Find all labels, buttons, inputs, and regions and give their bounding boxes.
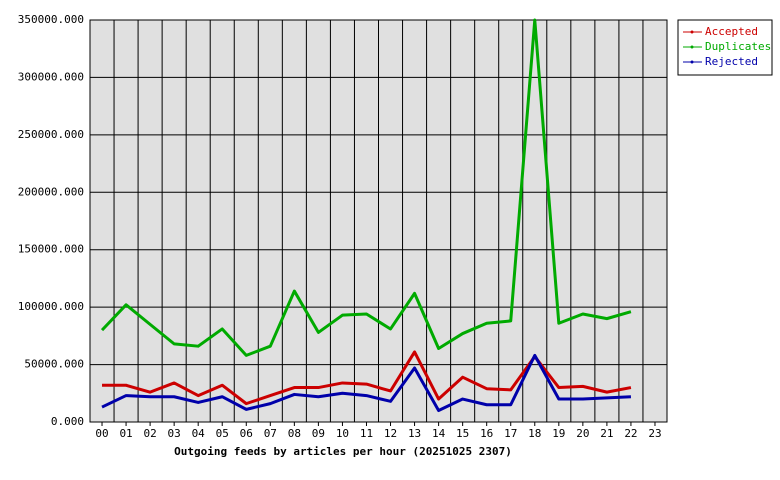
legend-dot	[690, 45, 694, 49]
x-tick-label: 15	[456, 427, 469, 440]
x-tick-label: 16	[480, 427, 493, 440]
x-tick-label: 12	[384, 427, 397, 440]
y-tick-label: 350000.000	[18, 13, 84, 26]
x-tick-label: 17	[504, 427, 517, 440]
x-tick-label: 11	[360, 427, 373, 440]
x-tick-label: 22	[624, 427, 637, 440]
x-tick-label: 03	[168, 427, 181, 440]
legend-dot	[690, 30, 694, 34]
legend-label: Duplicates	[705, 40, 771, 53]
x-tick-label: 05	[216, 427, 229, 440]
y-tick-label: 200000.000	[18, 185, 84, 198]
x-tick-label: 10	[336, 427, 349, 440]
x-tick-label: 06	[240, 427, 253, 440]
x-tick-label: 00	[95, 427, 108, 440]
y-tick-label: 100000.000	[18, 300, 84, 313]
y-tick-label: 300000.000	[18, 70, 84, 83]
y-tick-label: 250000.000	[18, 128, 84, 141]
series-line	[100, 18, 632, 357]
x-tick-label: 21	[600, 427, 613, 440]
y-tick-label: 150000.000	[18, 243, 84, 256]
legend-dot	[690, 60, 694, 64]
x-tick-label: 08	[288, 427, 301, 440]
x-tick-label: 09	[312, 427, 325, 440]
x-tick-label: 19	[552, 427, 565, 440]
x-tick-label: 13	[408, 427, 421, 440]
x-tick-label: 14	[432, 427, 446, 440]
x-tick-label: 20	[576, 427, 589, 440]
y-tick-label: 50000.000	[24, 358, 84, 371]
chart-title: Outgoing feeds by articles per hour (202…	[174, 445, 512, 458]
legend-label: Rejected	[705, 55, 758, 68]
series-line	[101, 353, 632, 413]
plot-border	[89, 19, 668, 423]
y-tick-label: 0.000	[51, 415, 84, 428]
legend-label: Accepted	[705, 25, 758, 38]
x-tick-label: 04	[192, 427, 206, 440]
x-tick-label: 02	[143, 427, 156, 440]
x-tick-label: 01	[119, 427, 132, 440]
x-tick-label: 23	[648, 427, 661, 440]
x-tick-label: 18	[528, 427, 541, 440]
x-tick-label: 07	[264, 427, 277, 440]
